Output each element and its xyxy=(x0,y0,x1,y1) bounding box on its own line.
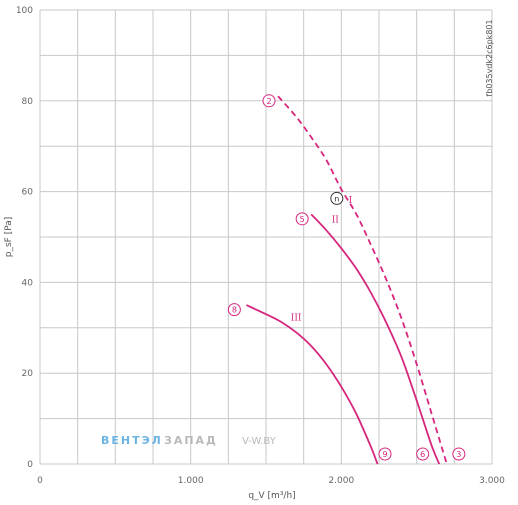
curve-iii xyxy=(246,304,379,465)
roman-label-i: I xyxy=(349,196,353,206)
marker-label: 6 xyxy=(420,450,425,459)
curve-marker-6: 6 xyxy=(416,447,430,461)
y-tick-label: 80 xyxy=(22,97,34,107)
curve-marker-5: 5 xyxy=(295,212,309,226)
roman-label-iii: III xyxy=(291,313,302,323)
x-axis-label: q_V [m³/h] xyxy=(248,491,295,501)
watermark-part-2: ЗАПАД xyxy=(164,434,218,447)
x-tick-label: 3.000 xyxy=(479,476,505,486)
marker-label: 8 xyxy=(232,306,237,315)
y-tick-label: 20 xyxy=(22,369,34,379)
watermark-part-1: ВЕНТЭЛ xyxy=(101,434,163,447)
grid xyxy=(39,9,493,465)
x-tick-label: 0 xyxy=(37,476,43,486)
marker-label: 2 xyxy=(266,97,271,106)
curve-marker-n: n xyxy=(330,191,344,205)
marker-label: 3 xyxy=(456,450,461,459)
y-tick-labels: 0 20 40 60 80 100 xyxy=(16,6,33,470)
y-axis-label: p_sF [Pa] xyxy=(4,217,14,258)
marker-label: 5 xyxy=(300,215,305,224)
y-tick-label: 0 xyxy=(27,460,33,470)
marker-circle xyxy=(452,447,466,461)
curve-marker-2: 2 xyxy=(262,94,276,108)
marker-circle xyxy=(378,447,392,461)
y-tick-label: 60 xyxy=(22,188,34,198)
curve-ii xyxy=(310,213,441,465)
curve-marker-3: 3 xyxy=(452,447,466,461)
watermark: ВЕНТЭЛ ЗАПАД V-W.BY xyxy=(101,434,277,447)
marker-circle xyxy=(295,212,309,226)
marker-circle xyxy=(227,303,241,317)
x-axis-label-q: q_V [m³/h] xyxy=(248,491,295,501)
marker-circle xyxy=(330,191,344,205)
curve-i xyxy=(277,95,448,465)
marker-label: n xyxy=(334,194,339,203)
marker-label: 9 xyxy=(382,450,387,459)
y-tick-label: 40 xyxy=(22,278,34,288)
curves xyxy=(246,95,448,465)
x-tick-label: 1.000 xyxy=(178,476,204,486)
x-tick-label: 2.000 xyxy=(328,476,354,486)
curve-marker-9: 9 xyxy=(378,447,392,461)
roman-label-ii: II xyxy=(332,216,340,226)
watermark-part-3: V-W.BY xyxy=(242,436,277,447)
reference-code: fb035vdk2c6pk801 xyxy=(485,19,494,96)
marker-circle xyxy=(262,94,276,108)
y-tick-label: 100 xyxy=(16,6,33,16)
marker-circle xyxy=(416,447,430,461)
x-tick-labels: 0 1.000 2.000 3.000 xyxy=(37,476,505,486)
curve-markers: 2 n 5 8 9 6 3 xyxy=(227,94,466,461)
curve-marker-8: 8 xyxy=(227,303,241,317)
